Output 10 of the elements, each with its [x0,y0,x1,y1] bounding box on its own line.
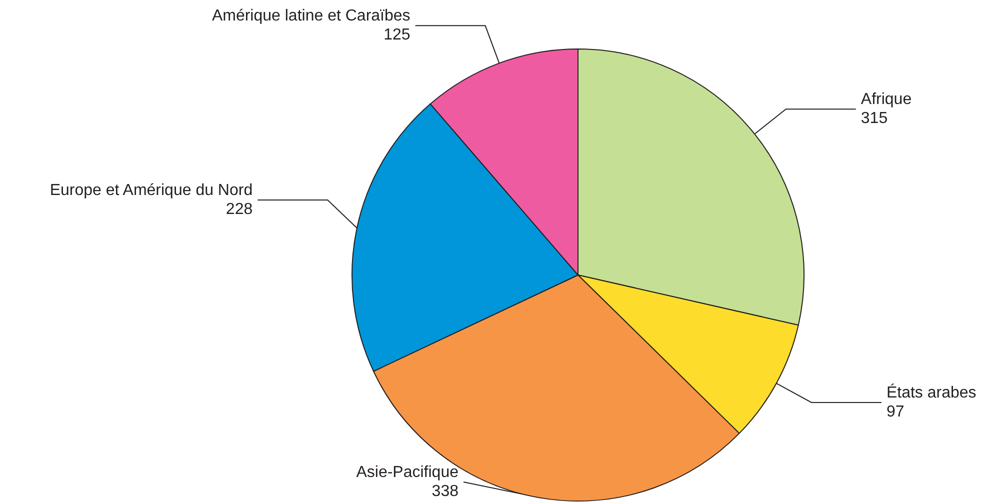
data-label: 228 [226,201,253,218]
data-label: 125 [384,26,410,44]
data-label: 338 [432,483,459,500]
slice-label: Amérique latine et Caraïbes [212,8,410,25]
slice-label: Afrique [860,91,912,108]
data-label: 315 [860,110,888,128]
slice-label: Europe et Amérique du Nord [50,182,253,199]
data-label: 97 [886,403,904,420]
slice-label: Asie-Pacifique [356,464,459,481]
slice-label: États arabes [886,383,976,402]
